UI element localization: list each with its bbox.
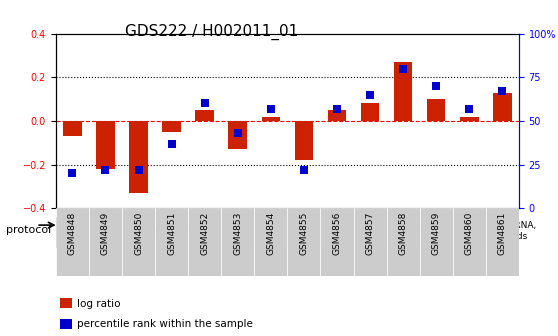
Bar [394,62,412,121]
Bar [96,121,115,169]
Point [333,106,341,112]
Text: GDS222 / H002011_01: GDS222 / H002011_01 [126,24,299,40]
Bar [493,92,512,121]
Bar [460,117,479,121]
Text: GSM4855: GSM4855 [300,212,309,255]
Text: log ratio: log ratio [76,299,120,308]
FancyBboxPatch shape [287,208,320,276]
FancyBboxPatch shape [155,208,188,276]
Text: unamplified cDNA: unamplified cDNA [114,227,196,236]
Point [68,171,77,176]
Point [300,167,309,173]
Text: GSM4856: GSM4856 [333,212,341,255]
Bar [262,117,280,121]
Bar [195,110,214,121]
Text: protocol: protocol [6,225,51,235]
Point [134,167,143,173]
Bar [328,110,347,121]
Text: GSM4854: GSM4854 [266,212,275,255]
FancyBboxPatch shape [254,217,486,247]
FancyBboxPatch shape [420,208,453,276]
Text: GSM4849: GSM4849 [101,212,110,255]
Bar [60,298,72,308]
Point [101,167,110,173]
FancyBboxPatch shape [387,208,420,276]
Text: percentile rank within the sample: percentile rank within the sample [76,319,253,329]
Bar [427,99,445,121]
FancyBboxPatch shape [56,208,89,276]
Text: amplified RNA, one round: amplified RNA, one round [312,227,428,236]
Point [398,66,407,71]
Bar [162,121,181,132]
FancyBboxPatch shape [486,208,519,276]
Bar [228,121,247,149]
Point [266,106,275,112]
Bar [295,121,313,160]
Bar [63,121,81,136]
Bar [60,319,72,329]
Point [498,89,507,94]
Point [365,92,374,97]
Text: GSM4848: GSM4848 [68,212,77,255]
Text: GSM4861: GSM4861 [498,212,507,255]
FancyBboxPatch shape [122,208,155,276]
FancyBboxPatch shape [486,217,519,247]
Point [432,83,441,89]
Point [465,106,474,112]
FancyBboxPatch shape [254,208,287,276]
Text: GSM4851: GSM4851 [167,212,176,255]
Text: GSM4859: GSM4859 [432,212,441,255]
FancyBboxPatch shape [354,208,387,276]
Text: GSM4850: GSM4850 [134,212,143,255]
Bar [129,121,148,193]
FancyBboxPatch shape [320,208,354,276]
Bar [361,103,379,121]
Text: GSM4852: GSM4852 [200,212,209,255]
FancyBboxPatch shape [56,217,254,247]
Text: GSM4860: GSM4860 [465,212,474,255]
FancyBboxPatch shape [89,208,122,276]
FancyBboxPatch shape [221,208,254,276]
Point [167,141,176,146]
FancyBboxPatch shape [188,208,221,276]
Text: GSM4857: GSM4857 [365,212,374,255]
Point [200,101,209,106]
Text: GSM4853: GSM4853 [233,212,242,255]
Text: amplified RNA,
two rounds: amplified RNA, two rounds [469,221,536,241]
Point [233,130,242,136]
Text: GSM4858: GSM4858 [398,212,408,255]
FancyBboxPatch shape [453,208,486,276]
